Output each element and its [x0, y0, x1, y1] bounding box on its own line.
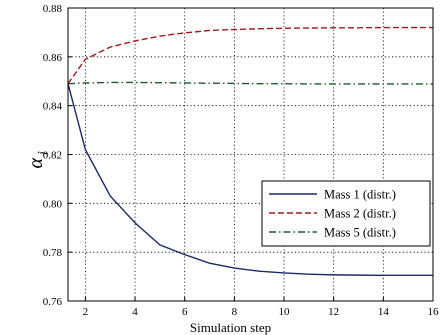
x-axis-ticks: 2 4 6 8 10 12 14 16	[83, 297, 439, 318]
x-tick-label: 12	[328, 306, 339, 318]
legend-label-3: Mass 5 (distr.)	[324, 226, 396, 240]
y-axis-label-subscript: i	[36, 151, 51, 155]
x-tick-label: 14	[378, 306, 390, 318]
y-axis-label-symbol: α	[25, 158, 47, 169]
x-tick-label: 6	[182, 306, 188, 318]
x-tick-label: 2	[83, 306, 89, 318]
grid	[68, 8, 433, 301]
legend-label-2: Mass 2 (distr.)	[324, 207, 396, 221]
y-tick-label: 0.86	[43, 52, 63, 64]
series-line-3	[67, 81, 433, 85]
x-axis-label: Simulation step	[190, 320, 271, 335]
y-axis-label: αi	[25, 151, 51, 169]
series-layer	[67, 26, 433, 277]
y-tick-label: 0.78	[43, 247, 63, 259]
y-tick-label: 0.84	[43, 101, 63, 113]
legend-label-1: Mass 1 (distr.)	[324, 188, 396, 202]
y-tick-label: 0.80	[43, 198, 63, 210]
x-tick-label: 8	[232, 306, 238, 318]
series-line-2	[67, 26, 433, 85]
x-tick-label: 10	[279, 306, 291, 318]
legend: Mass 1 (distr.) Mass 2 (distr.) Mass 5 (di…	[261, 180, 431, 247]
y-tick-label: 0.88	[43, 3, 63, 15]
x-tick-label: 16	[428, 306, 440, 318]
y-axis-ticks: 0.76 0.78 0.80 0.82 0.84 0.86 0.88	[43, 3, 72, 308]
x-tick-label: 4	[132, 306, 138, 318]
y-tick-label: 0.82	[43, 150, 62, 162]
y-tick-label: 0.76	[43, 296, 63, 308]
series-line-1	[67, 83, 433, 277]
